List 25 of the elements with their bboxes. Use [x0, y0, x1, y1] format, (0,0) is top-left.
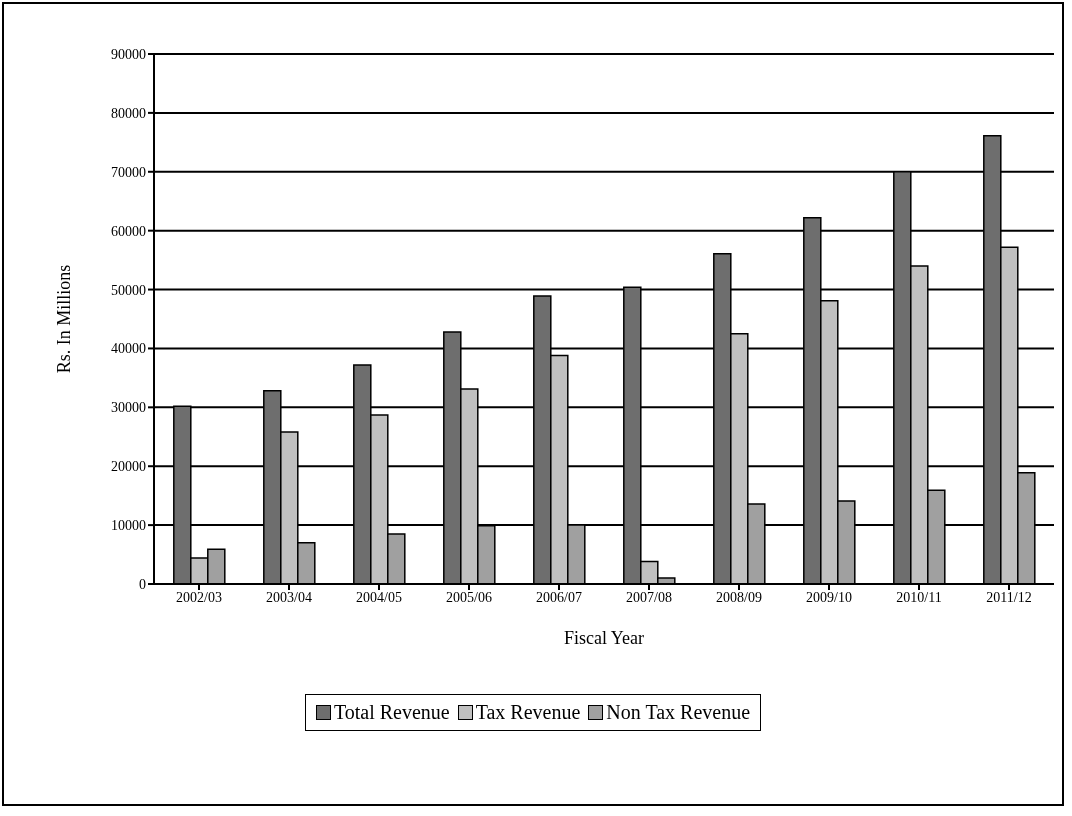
- x-tick-label: 2005/06: [446, 589, 492, 605]
- legend-label: Tax Revenue: [475, 701, 581, 724]
- y-tick-label: 80000: [111, 105, 146, 121]
- y-tick-label: 30000: [111, 400, 146, 416]
- y-tick-label: 40000: [111, 341, 146, 357]
- x-tick-label: 2006/07: [536, 589, 582, 605]
- y-tick-label: 20000: [111, 459, 146, 475]
- y-tick-label: 10000: [111, 518, 146, 534]
- y-tick-label: 50000: [111, 282, 146, 298]
- x-tick-label: 2011/12: [986, 589, 1032, 605]
- y-tick-label: 60000: [111, 223, 146, 239]
- y-tick-label: 90000: [111, 46, 146, 62]
- x-tick-label: 2010/11: [896, 589, 942, 605]
- y-tick-label: 0: [139, 576, 146, 592]
- x-tick-label: 2007/08: [626, 589, 672, 605]
- y-tick-label: 70000: [111, 164, 146, 180]
- x-tick-label: 2002/03: [176, 589, 222, 605]
- x-axis-title: Fiscal Year: [564, 628, 644, 648]
- x-tick-label: 2009/10: [806, 589, 852, 605]
- x-tick-label: 2008/09: [716, 589, 762, 605]
- legend-label: Total Revenue: [333, 701, 450, 724]
- x-tick-label: 2003/04: [266, 589, 312, 605]
- y-axis-title: Rs. In Millions: [54, 264, 75, 374]
- x-tick-label: 2004/05: [356, 589, 402, 605]
- legend-label: Non Tax Revenue: [606, 701, 751, 724]
